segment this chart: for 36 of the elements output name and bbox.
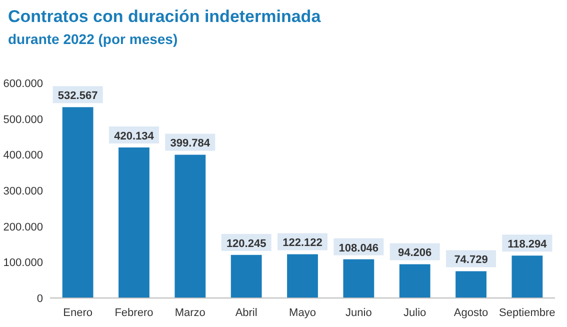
bar	[174, 154, 206, 298]
chart-title: Contratos con duración indeterminada	[8, 7, 322, 26]
y-tick-label: 300.000	[3, 186, 43, 198]
bar	[230, 254, 262, 298]
data-label: 120.245	[226, 238, 266, 250]
x-tick-label: Septiembre	[499, 307, 556, 319]
data-label: 74.729	[454, 254, 488, 266]
x-tick-label: Marzo	[174, 307, 206, 319]
y-tick-label: 400.000	[3, 150, 43, 162]
x-tick-label: Abril	[235, 307, 258, 319]
x-tick-label: Enero	[63, 307, 92, 319]
chart-subtitle: durante 2022 (por meses)	[8, 31, 178, 47]
data-label: 532.567	[58, 90, 98, 102]
data-label: 122.122	[282, 237, 322, 250]
data-label: 399.784	[170, 138, 211, 150]
y-tick-label: 500.000	[3, 114, 43, 126]
bar	[287, 254, 318, 298]
bar	[343, 259, 374, 298]
y-tick-label: 600.000	[3, 78, 43, 90]
data-label: 118.294	[508, 238, 548, 251]
x-tick-label: Febrero	[114, 307, 154, 319]
bar	[62, 107, 94, 298]
data-label: 108.046	[338, 242, 379, 254]
x-tick-label: Junio	[346, 307, 372, 319]
bar	[399, 264, 430, 298]
y-tick-label: 0	[36, 293, 43, 305]
x-tick-label: Julio	[404, 307, 426, 319]
bar	[512, 256, 543, 298]
bar	[118, 147, 150, 298]
data-label: 420.134	[114, 130, 155, 142]
data-label: 94.206	[398, 247, 432, 260]
y-tick-label: 100.000	[3, 257, 43, 270]
x-tick-label: Mayo	[289, 307, 316, 319]
bar	[456, 271, 486, 298]
x-tick-label: Agosto	[454, 307, 488, 319]
y-tick-label: 200.000	[3, 221, 43, 234]
